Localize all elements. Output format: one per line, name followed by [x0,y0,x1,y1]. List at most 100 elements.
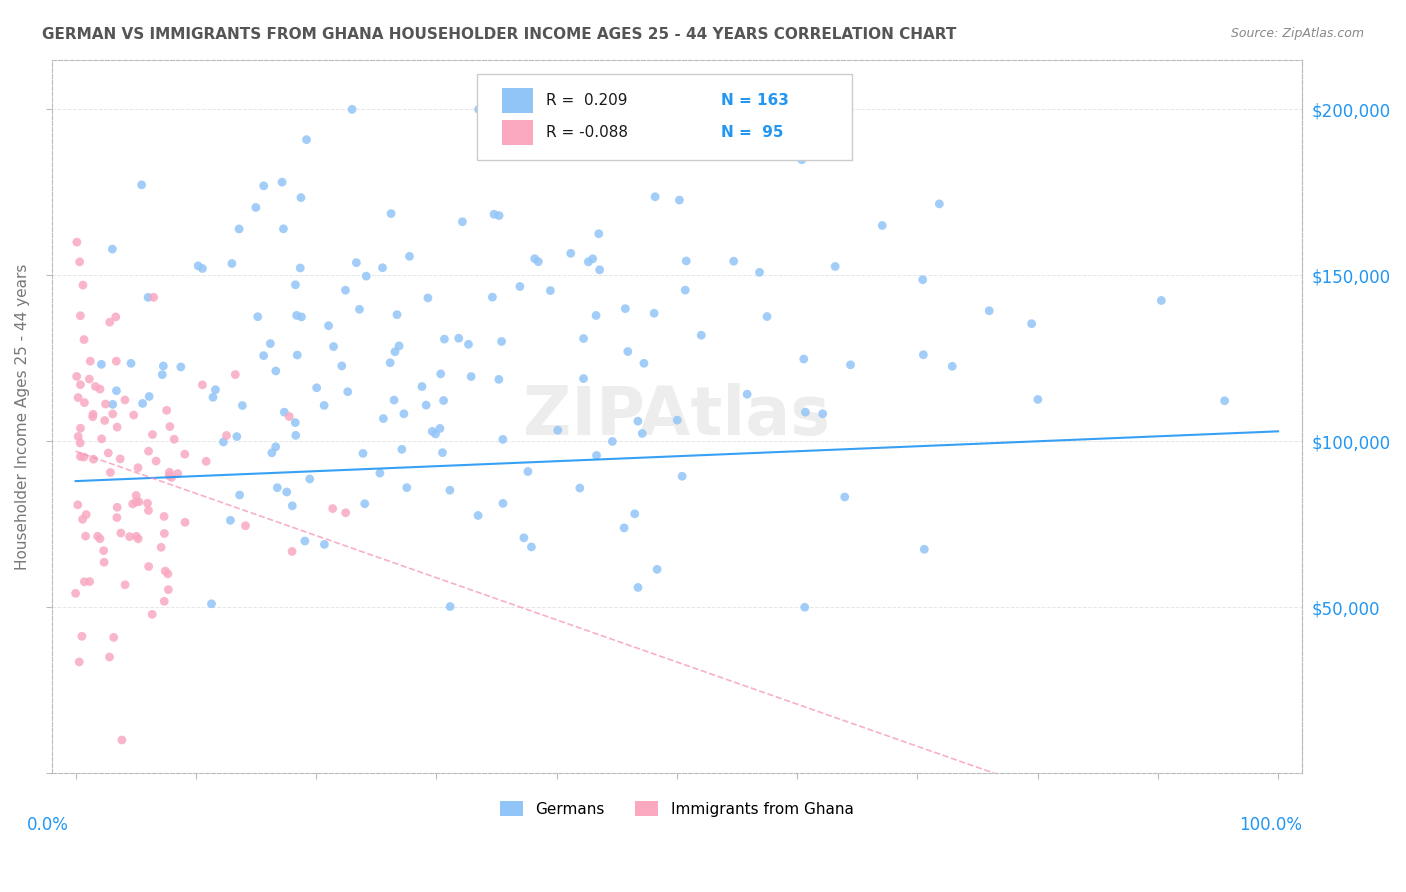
Text: GERMAN VS IMMIGRANTS FROM GHANA HOUSEHOLDER INCOME AGES 25 - 44 YEARS CORRELATIO: GERMAN VS IMMIGRANTS FROM GHANA HOUSEHOL… [42,27,956,42]
Immigrants from Ghana [159,419,181,434]
Germans [264,364,287,378]
Germans [588,262,610,277]
Germans [492,433,515,447]
Germans [627,414,650,428]
Immigrants from Ghana [104,310,127,324]
Germans [354,269,377,284]
Immigrants from Ghana [69,421,91,435]
Germans [488,209,510,223]
Germans [335,283,357,297]
Immigrants from Ghana [98,315,121,329]
Germans [790,153,813,167]
Germans [246,310,269,324]
Immigrants from Ghana [97,446,120,460]
Germans [201,390,224,404]
Germans [648,113,671,128]
Immigrants from Ghana [160,470,183,484]
Immigrants from Ghana [105,500,128,515]
Immigrants from Ghana [67,429,90,443]
Immigrants from Ghana [103,631,125,645]
Immigrants from Ghana [79,372,101,386]
Germans [101,397,124,411]
Text: R =  0.209: R = 0.209 [546,93,627,108]
Immigrants from Ghana [84,379,107,393]
Text: ZIPAtlas: ZIPAtlas [523,384,831,450]
Germans [623,507,645,521]
Germans [259,336,281,351]
Germans [231,399,253,413]
Germans [516,465,538,479]
Immigrants from Ghana [108,451,131,466]
Germans [290,191,312,205]
Germans [481,290,503,304]
Germans [392,407,415,421]
Germans [1021,317,1043,331]
Germans [492,496,515,510]
Germans [260,446,283,460]
Immigrants from Ghana [105,420,128,434]
Germans [748,265,770,279]
Germans [644,190,666,204]
Immigrants from Ghana [141,427,163,442]
Immigrants from Ghana [141,607,163,622]
Germans [225,429,247,443]
Text: Source: ZipAtlas.com: Source: ZipAtlas.com [1230,27,1364,40]
Immigrants from Ghana [69,436,91,450]
Germans [353,497,375,511]
Germans [105,384,128,398]
Germans [1213,393,1236,408]
Immigrants from Ghana [121,497,143,511]
Immigrants from Ghana [89,532,111,546]
Germans [509,279,531,293]
Germans [585,449,607,463]
Germans [572,371,595,385]
Immigrants from Ghana [191,377,214,392]
Immigrants from Ghana [127,460,149,475]
Germans [941,359,963,374]
Germans [614,301,637,316]
Germans [912,542,935,557]
Immigrants from Ghana [82,409,104,424]
Germans [336,384,359,399]
Immigrants from Ghana [110,526,132,541]
Immigrants from Ghana [69,450,91,464]
Germans [150,368,173,382]
Immigrants from Ghana [73,333,96,347]
Germans [429,421,451,435]
Germans [352,446,374,460]
Germans [482,207,505,221]
Immigrants from Ghana [138,559,160,574]
Immigrants from Ghana [153,526,176,541]
Germans [432,393,454,408]
Germans [668,193,690,207]
Germans [613,521,636,535]
Immigrants from Ghana [86,529,108,543]
Immigrants from Ghana [82,452,104,467]
Immigrants from Ghana [163,432,186,446]
Germans [101,242,124,256]
Immigrants from Ghana [156,403,179,417]
Immigrants from Ghana [111,733,134,747]
Germans [523,252,546,266]
Germans [253,178,276,193]
Immigrants from Ghana [157,465,180,479]
Germans [344,255,367,269]
Germans [568,481,591,495]
Germans [643,306,665,320]
Immigrants from Ghana [136,496,159,510]
Germans [735,387,758,401]
Immigrants from Ghana [125,488,148,502]
Germans [305,381,328,395]
Immigrants from Ghana [322,501,344,516]
Germans [834,490,856,504]
Germans [314,537,336,551]
Germans [457,337,479,351]
Germans [382,393,405,408]
Germans [330,359,353,373]
Germans [371,260,394,275]
Germans [416,291,439,305]
Germans [295,133,318,147]
Germans [90,357,112,371]
Germans [219,513,242,527]
Germans [266,481,288,495]
